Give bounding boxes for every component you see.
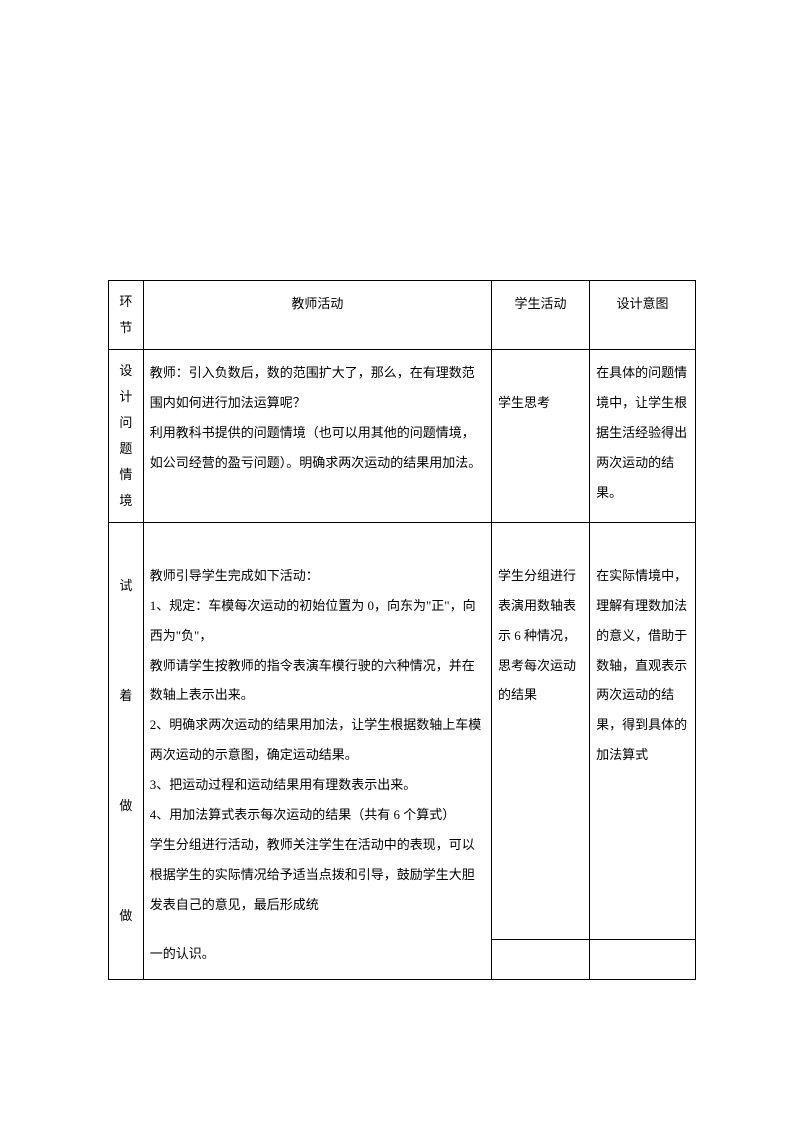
table-header-row: 环 节 教师活动 学生活动 设计意图 — [109, 281, 696, 350]
row2-col2-overflow: 一的认识。 — [143, 939, 491, 979]
header-col1-char2: 节 — [119, 315, 132, 341]
row2-col2: 教师引导学生完成如下活动：1、规定：车模每次运动的初始位置为 0，向东为"正"，… — [143, 523, 491, 940]
row1-col2: 教师：引入负数后，数的范围扩大了，那么，在有理数范围内如何进行加法运算呢？利用教… — [143, 350, 491, 523]
row2-col4: 在实际情境中，理解有理数加法的意义，借助于数轴，直观表示两次运动的结果，得到具体… — [590, 523, 696, 940]
row2-col1-text: 试着做做 — [112, 531, 140, 971]
header-col2: 教师活动 — [143, 281, 491, 350]
row1-col4: 在具体的问题情境中，让学生根据生活经验得出两次运动的结果。 — [590, 350, 696, 523]
row1-col1-text: 设计问题情境 — [112, 358, 140, 514]
header-col3: 学生活动 — [492, 281, 590, 350]
lesson-plan-table: 环 节 教师活动 学生活动 设计意图 设计问题情境 教师：引入负数后，数的范围扩… — [108, 280, 696, 980]
table-row-1: 设计问题情境 教师：引入负数后，数的范围扩大了，那么，在有理数范围内如何进行加法… — [109, 350, 696, 523]
row1-col1: 设计问题情境 — [109, 350, 144, 523]
row2-col3: 学生分组进行表演用数轴表示 6 种情况，思考每次运动的结果 — [492, 523, 590, 940]
row2-col3-overflow — [492, 939, 590, 979]
row2-col4-overflow — [590, 939, 696, 979]
table-row-2-overflow: 一的认识。 — [109, 939, 696, 979]
table-row-2: 试着做做 教师引导学生完成如下活动：1、规定：车模每次运动的初始位置为 0，向东… — [109, 523, 696, 940]
header-col1-char1: 环 — [119, 289, 132, 315]
header-col1: 环 节 — [109, 281, 144, 350]
header-col4: 设计意图 — [590, 281, 696, 350]
row2-col1: 试着做做 — [109, 523, 144, 980]
row1-col3: 学生思考 — [492, 350, 590, 523]
